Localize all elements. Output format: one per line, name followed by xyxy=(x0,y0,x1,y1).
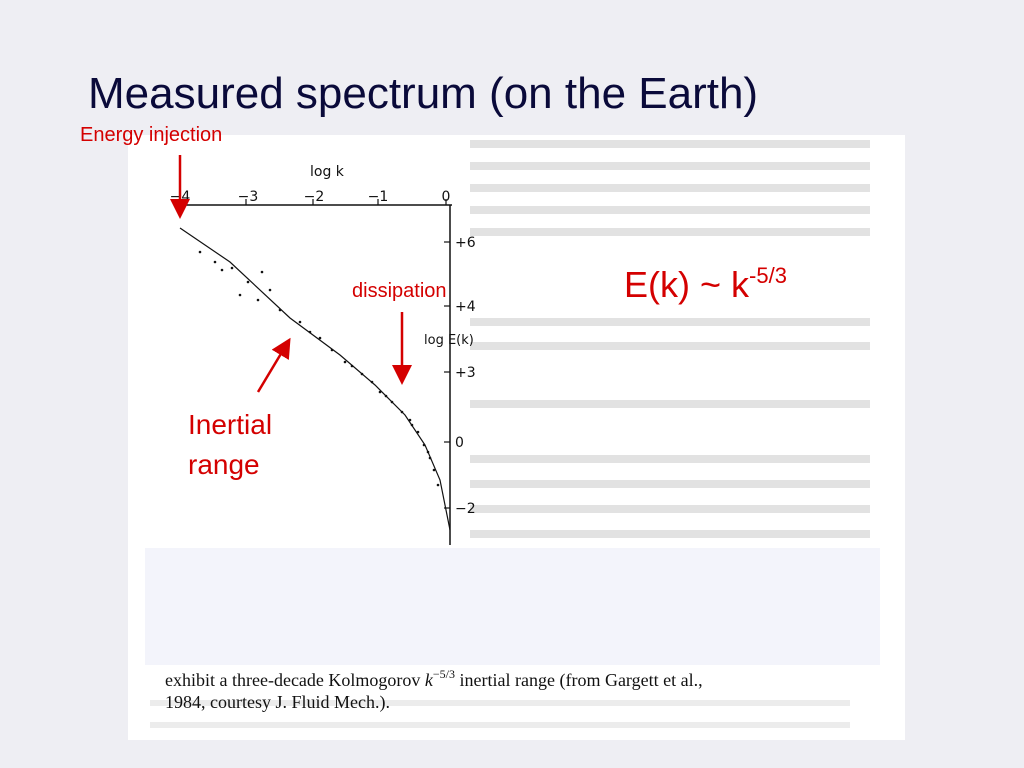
y-tick-label: −2 xyxy=(455,501,476,517)
x-axis-label: log k xyxy=(310,164,345,180)
caption-exponent: −5/3 xyxy=(433,667,455,681)
y-axis-label: log E(k) xyxy=(424,333,474,348)
annotation: Inertial xyxy=(188,409,272,440)
caption-symbol: k xyxy=(425,670,434,690)
caption-line: exhibit a three-decade Kolmogorov k−5/3 … xyxy=(165,667,703,691)
arrow xyxy=(256,337,291,393)
annotation: Energy injection xyxy=(80,124,222,146)
y-tick-label: +6 xyxy=(455,235,476,251)
x-tick-label: 0 xyxy=(442,189,451,205)
formula: E(k) ~ k-5/3 xyxy=(624,263,787,305)
x-tick-label: −2 xyxy=(304,189,325,205)
caption-text: exhibit a three-decade Kolmogorov xyxy=(165,670,420,690)
annotation: range xyxy=(188,449,260,480)
y-tick-label: +4 xyxy=(455,299,476,315)
scanned-figure: log k −4 −3 −2 −1 0 +6 +4 +3 0 −2 log E(… xyxy=(128,135,905,740)
slide-title: Measured spectrum (on the Earth) xyxy=(88,69,758,118)
formula-base: E(k) ~ k xyxy=(624,264,750,305)
y-tick-label: 0 xyxy=(455,435,464,451)
annotation: dissipation xyxy=(352,280,447,302)
caption-line: 1984, courtesy J. Fluid Mech.). xyxy=(165,692,390,713)
x-tick-label: −1 xyxy=(368,189,389,205)
x-tick-label: −3 xyxy=(238,189,259,205)
formula-exponent: -5/3 xyxy=(749,263,787,288)
y-tick-label: +3 xyxy=(455,365,476,381)
caption-text: inertial range (from Gargett et al., xyxy=(460,670,703,691)
